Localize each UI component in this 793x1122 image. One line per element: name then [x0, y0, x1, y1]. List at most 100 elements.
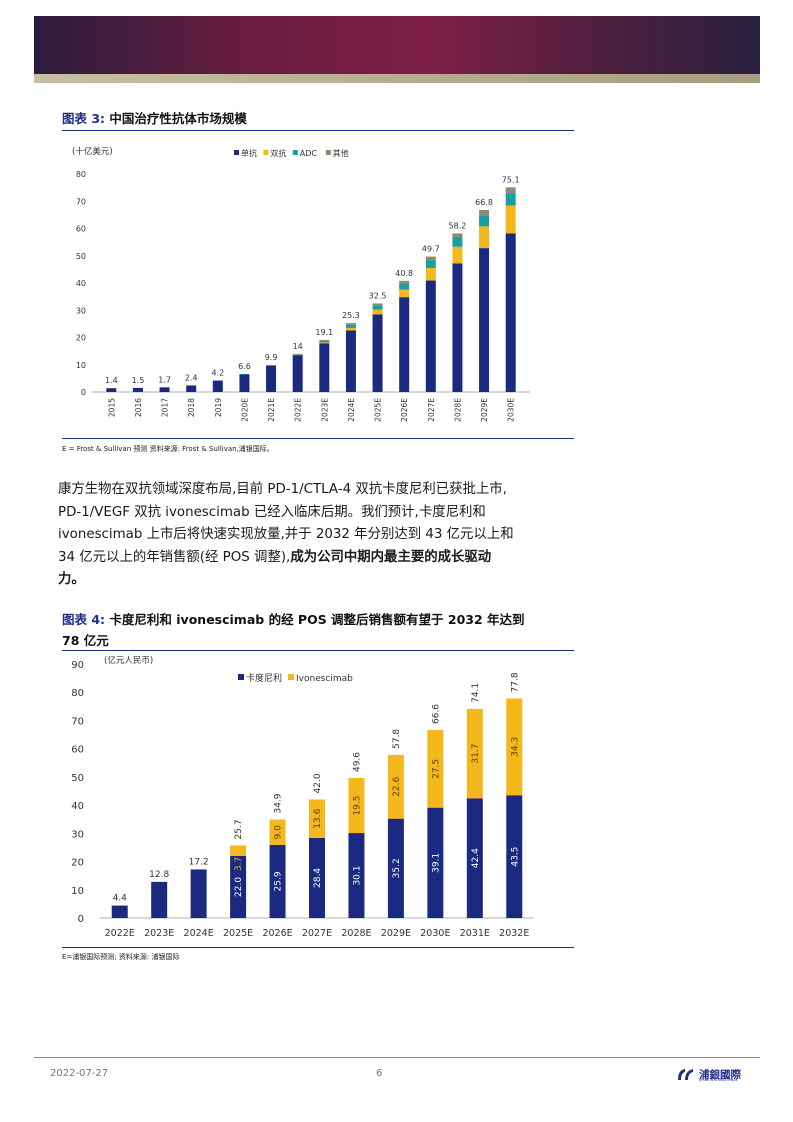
x-tick-label: 2026E	[262, 928, 292, 939]
bar-total-label: 58.2	[449, 221, 467, 230]
bar-value-label: 4.4	[113, 894, 128, 904]
bar-segment	[399, 280, 410, 284]
bar-total-label: 19.1	[315, 328, 333, 337]
x-tick-label: 2022E	[105, 928, 135, 939]
bar-total-label: 25.7	[234, 819, 244, 839]
bar-value-label: 30.1	[352, 866, 362, 886]
bar-segment	[239, 374, 250, 392]
bar-segment	[212, 380, 223, 392]
y-tick-label: 50	[71, 773, 84, 784]
bar-segment	[505, 205, 516, 234]
x-tick-label: 2026E	[400, 398, 409, 422]
bar-segment	[292, 353, 303, 355]
bar-segment	[230, 845, 247, 856]
bar-segment	[345, 323, 356, 325]
bar-segment	[399, 283, 410, 290]
paragraph-line-4-text: 34 亿元以上的年销售额(经 POS 调整),	[58, 549, 291, 565]
figure-3-bottom-rule	[62, 438, 574, 439]
footer-date: 2022-07-27	[50, 1068, 109, 1079]
bar-segment	[425, 280, 436, 392]
x-tick-label: 2018	[187, 398, 196, 417]
y-tick-label: 80	[71, 688, 84, 699]
bar-value-label: 39.1	[431, 853, 441, 873]
bar-segment	[132, 387, 143, 392]
y-tick-label: 40	[71, 801, 84, 812]
bar-segment	[111, 905, 128, 918]
legend-label: 卡度尼利	[246, 672, 282, 684]
bar-segment	[230, 855, 247, 918]
x-tick-label: 2032E	[499, 928, 529, 939]
figure-4-top-rule	[62, 650, 574, 651]
bar-segment	[348, 833, 365, 918]
x-tick-label: 2028E	[453, 398, 462, 422]
paragraph-line-2: PD-1/VEGF 双抗 ivonescimab 已经入临床后期。我们预计,卡度…	[58, 504, 486, 520]
bar-segment	[479, 226, 490, 249]
bar-segment	[425, 268, 436, 281]
bar-segment	[452, 246, 463, 264]
footer-logo-sub: SPDB INTERNATIONAL	[699, 1078, 738, 1082]
y-tick-label: 60	[71, 745, 84, 756]
bar-segment	[479, 209, 490, 216]
page-number: 6	[376, 1068, 383, 1079]
legend-label: 其他	[333, 148, 349, 158]
x-tick-label: 2024E	[184, 928, 214, 939]
y-tick-label: 80	[76, 170, 86, 179]
y-tick-label: 10	[76, 361, 86, 370]
paragraph-bold-end: 力。	[58, 572, 85, 588]
header-strip	[34, 74, 760, 83]
x-tick-label: 2023E	[320, 398, 329, 422]
bar-segment	[372, 303, 383, 306]
bar-segment	[319, 342, 330, 344]
footer-rule	[34, 1057, 760, 1058]
bar-value-label: 35.2	[392, 858, 402, 878]
x-tick-label: 2029E	[381, 928, 411, 939]
y-tick-label: 60	[76, 225, 86, 234]
bar-segment	[506, 698, 523, 796]
paragraph-line-3: ivonescimab 上市后将快速实现放量,并于 2032 年分别达到 43 …	[58, 527, 514, 543]
bar-segment	[425, 256, 436, 261]
legend-label: ADC	[300, 149, 318, 158]
legend-swatch	[292, 150, 298, 155]
figure-4-title-2: 78 亿元	[62, 630, 109, 649]
bar-segment	[387, 818, 404, 918]
legend-swatch	[234, 150, 239, 155]
figure-4-svg: (亿元人民币) 0 10 20 30 40 50 60 70 80 90 卡度尼利 Ivonescima…	[71, 655, 534, 939]
bar-total-label: 66.8	[475, 198, 493, 207]
x-tick-label: 2031E	[460, 928, 490, 939]
bar-segment	[399, 297, 410, 392]
figure-3-unit-label: (十亿美元)	[72, 146, 113, 157]
x-tick-label: 2015	[107, 398, 116, 417]
bar-segment	[319, 343, 330, 392]
bar-value-label: 19.5	[352, 796, 362, 816]
paragraph-line-1: 康方生物在双抗领域深度布局,目前 PD-1/CTLA-4 双抗卡度尼利已获批上市…	[58, 482, 507, 497]
bar-segment	[427, 730, 444, 808]
figure-4-source: E=浦银国际预测; 资料来源: 浦银国际	[62, 953, 180, 961]
x-tick-label: 2019	[214, 398, 223, 417]
bar-value-label: 25.9	[274, 871, 284, 891]
bar-segment	[151, 881, 168, 918]
bar-segment	[190, 869, 207, 918]
bar-value-label: 22.6	[392, 776, 402, 796]
figure-3-label: 图表 3:	[62, 111, 106, 126]
bar-total-label: 1.4	[105, 376, 118, 385]
bar-segment	[452, 233, 463, 238]
x-tick-label: 2027E	[302, 928, 332, 939]
bar-segment	[266, 365, 277, 366]
figure-3-svg: (十亿美元) 0 10 20 30 40 50 60 70 80 单抗 双抗 ADC 其他 1.4 2015 1…	[72, 146, 530, 422]
bar-total-label: 40.8	[395, 269, 413, 278]
x-tick-label: 2017	[161, 398, 170, 417]
bar-value-label: 3.7	[234, 857, 244, 871]
bar-segment	[345, 330, 356, 392]
x-tick-label: 2030E	[507, 398, 516, 422]
figure-3-chart: (十亿美元) 0 10 20 30 40 50 60 70 80 单抗 双抗 ADC 其他 1.4 2015 1…	[62, 134, 574, 436]
y-tick-label: 0	[78, 914, 84, 925]
bar-segment	[309, 799, 325, 838]
bar-value-label: 12.8	[149, 870, 169, 880]
figure-4-bottom-rule	[62, 947, 574, 948]
bar-segment	[348, 778, 365, 834]
y-tick-label: 70	[71, 716, 84, 727]
y-tick-label: 30	[76, 306, 86, 315]
figure-4-label: 图表 4:	[62, 612, 106, 627]
bar-segment	[505, 233, 516, 392]
x-tick-label: 2022E	[294, 398, 303, 422]
